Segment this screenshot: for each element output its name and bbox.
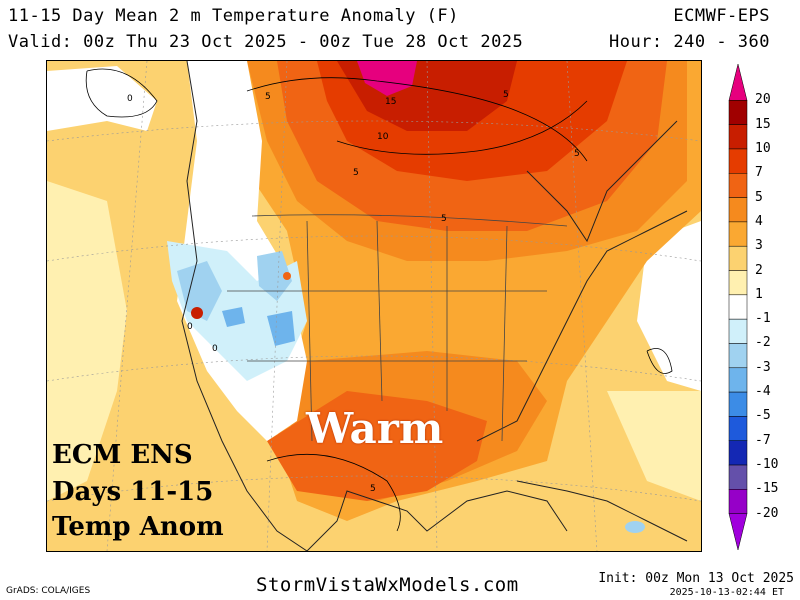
anomaly-field-15to20 xyxy=(357,61,417,96)
color-scale-tick-label: 10 xyxy=(755,140,771,156)
color-scale-swatch xyxy=(728,489,748,514)
color-scale-tick-label: -1 xyxy=(755,311,771,327)
color-scale-tick-label: -10 xyxy=(755,457,779,473)
state-borders xyxy=(227,214,568,442)
anomaly-field-minus3to4-b xyxy=(222,307,245,327)
valid-period: Valid: 00z Thu 23 Oct 2025 - 00z Tue 28 … xyxy=(8,32,524,52)
contour-label: 5 xyxy=(441,214,447,224)
map-graphic: 5 15 5 10 5 5 5 0 0 0 5 xyxy=(47,61,701,551)
color-scale-tick-label: -5 xyxy=(755,408,771,424)
contour-label: 0 xyxy=(127,94,133,104)
lat-lon-grid xyxy=(47,61,701,551)
coastlines xyxy=(181,61,688,551)
color-scale-tick-label: -3 xyxy=(755,359,771,375)
color-scale-tick-label: 1 xyxy=(755,286,763,302)
color-scale-swatch xyxy=(728,148,748,174)
warm-spot-idaho xyxy=(191,307,203,319)
color-scale-tick-label: 2 xyxy=(755,262,763,278)
color-scale-swatch xyxy=(728,221,748,247)
warm-spot-wyoming xyxy=(283,272,291,280)
contour-label: 5 xyxy=(265,92,271,102)
color-scale-tick-label: -20 xyxy=(755,505,779,521)
map-title: 11-15 Day Mean 2 m Temperature Anomaly (… xyxy=(8,6,459,26)
contour-label: 0 xyxy=(212,344,218,354)
anomaly-field-5to7-texas xyxy=(267,391,487,501)
color-scale-tick-label: 7 xyxy=(755,165,763,181)
color-scale-swatch xyxy=(728,513,748,551)
color-scale-swatch xyxy=(728,367,748,393)
color-scale-legend: 20 15 10 7 5 4 3 2 1 -1 -2 -3 -4 -5 -7 -10 -15 -20 xyxy=(727,62,800,552)
model-name: ECMWF-EPS xyxy=(673,6,770,26)
contour-lines xyxy=(85,68,673,532)
color-scale-swatch xyxy=(728,173,748,198)
color-scale-tick-label: 5 xyxy=(755,189,763,205)
color-scale-bar xyxy=(728,63,748,551)
color-scale-tick-label: -15 xyxy=(755,481,779,497)
anomaly-field-near-normal-northwest xyxy=(47,66,157,131)
color-scale-tick-label: -2 xyxy=(755,335,771,351)
contour-label: 10 xyxy=(377,132,389,142)
website-credit: StormVistaWxModels.com xyxy=(256,574,519,596)
color-scale-swatch xyxy=(728,391,748,417)
anomaly-field-minus3to4 xyxy=(267,311,295,346)
color-scale-tick-label: -7 xyxy=(755,432,771,448)
overlay-days-label: Days 11-15 xyxy=(52,477,214,507)
cool-spot-caribbean xyxy=(625,521,645,533)
contour-label: 15 xyxy=(385,97,396,107)
anomaly-field-atlantic-light xyxy=(607,391,701,501)
contour-value-labels: 5 15 5 10 5 5 5 0 0 0 5 xyxy=(127,90,580,494)
color-scale-swatch xyxy=(728,124,748,150)
contour-label: 5 xyxy=(503,90,509,100)
color-scale-swatch xyxy=(728,318,748,344)
color-scale-swatch xyxy=(728,197,748,223)
contour-label: 5 xyxy=(574,149,580,159)
grads-credit: GrADS: COLA/IGES xyxy=(6,586,91,596)
color-scale-swatch xyxy=(728,416,748,441)
color-scale-swatch xyxy=(728,343,748,369)
overlay-warm-label: Warm xyxy=(306,404,444,453)
color-scale-tick-label: 15 xyxy=(755,116,771,132)
color-scale-swatch xyxy=(728,63,748,101)
init-time: Init: 00z Mon 13 Oct 2025 xyxy=(598,571,794,586)
contour-label: 5 xyxy=(353,168,359,178)
color-scale-tick-label: 3 xyxy=(755,238,763,254)
overlay-model-label: ECM ENS xyxy=(52,440,193,470)
color-scale-swatch xyxy=(728,100,748,125)
overlay-anomaly-label: Temp Anom xyxy=(52,512,224,542)
temperature-anomaly-map: 5 15 5 10 5 5 5 0 0 0 5 xyxy=(46,60,702,552)
anomaly-field-pacific-light xyxy=(47,181,127,501)
color-scale-swatch xyxy=(728,270,748,296)
color-scale-swatch xyxy=(728,440,748,466)
color-scale-tick-label: 20 xyxy=(755,92,771,108)
color-scale-swatch xyxy=(728,464,748,490)
contour-label: 0 xyxy=(187,322,193,332)
contour-label: 5 xyxy=(370,484,376,494)
color-scale-tick-label: 4 xyxy=(755,213,763,229)
anomaly-field-minus2to3-b xyxy=(257,251,292,301)
color-scale-swatch xyxy=(728,294,748,320)
color-scale-tick-label: -4 xyxy=(755,384,771,400)
generated-timestamp: 2025-10-13-02:44 ET xyxy=(669,587,784,598)
anomaly-field-minus2to3-a xyxy=(177,261,222,321)
forecast-hour: Hour: 240 - 360 xyxy=(608,32,770,52)
color-scale-swatch xyxy=(728,245,748,271)
